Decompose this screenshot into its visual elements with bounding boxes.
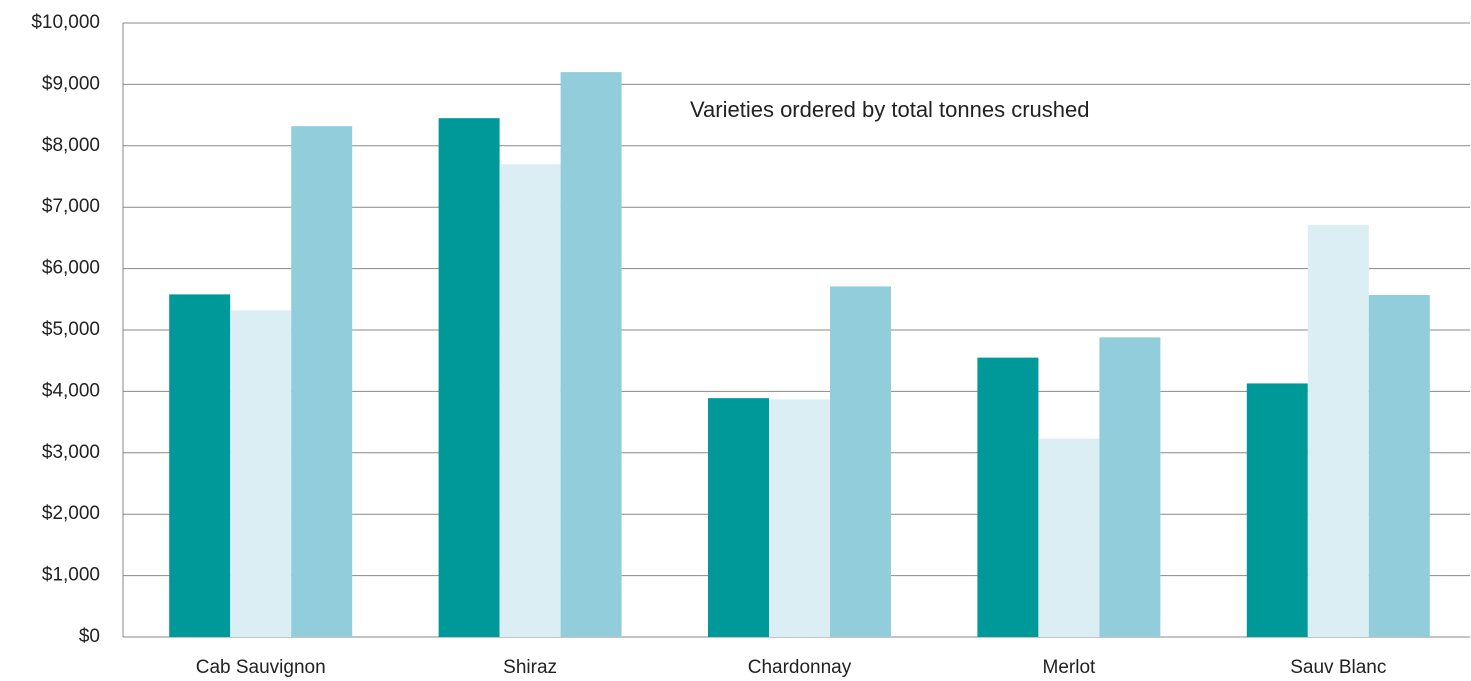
x-tick-label: Shiraz [503, 657, 557, 678]
bar [769, 399, 830, 637]
y-tick-label: $0 [79, 626, 100, 647]
y-tick-label: $10,000 [31, 12, 100, 33]
y-tick-label: $3,000 [42, 442, 100, 463]
x-tick-label: Chardonnay [748, 657, 852, 678]
bar [560, 72, 622, 638]
y-tick-label: $7,000 [42, 196, 100, 217]
bar [230, 310, 292, 637]
bar [1307, 225, 1369, 638]
y-tick-label: $9,000 [42, 73, 100, 94]
bar [1038, 438, 1100, 637]
y-tick-label: $8,000 [42, 135, 100, 156]
bar [1368, 295, 1430, 637]
x-tick-label: Merlot [1043, 657, 1097, 678]
y-tick-label: $1,000 [42, 565, 100, 586]
bar [438, 118, 500, 638]
x-tick-label: Sauv Blanc [1290, 657, 1386, 678]
bar [708, 398, 769, 637]
y-tick-label: $4,000 [42, 380, 100, 401]
bar [1246, 383, 1308, 637]
bar [830, 286, 891, 637]
y-tick-label: $2,000 [42, 503, 100, 524]
bar [1099, 337, 1161, 637]
bar [977, 357, 1039, 637]
bar [499, 164, 561, 637]
x-tick-label: Cab Sauvignon [196, 657, 326, 678]
y-tick-label: $6,000 [42, 258, 100, 279]
annotation: Varieties ordered by total tonnes crushe… [690, 97, 1090, 122]
y-tick-label: $5,000 [42, 319, 100, 340]
bar [169, 294, 231, 637]
bar [291, 126, 353, 637]
